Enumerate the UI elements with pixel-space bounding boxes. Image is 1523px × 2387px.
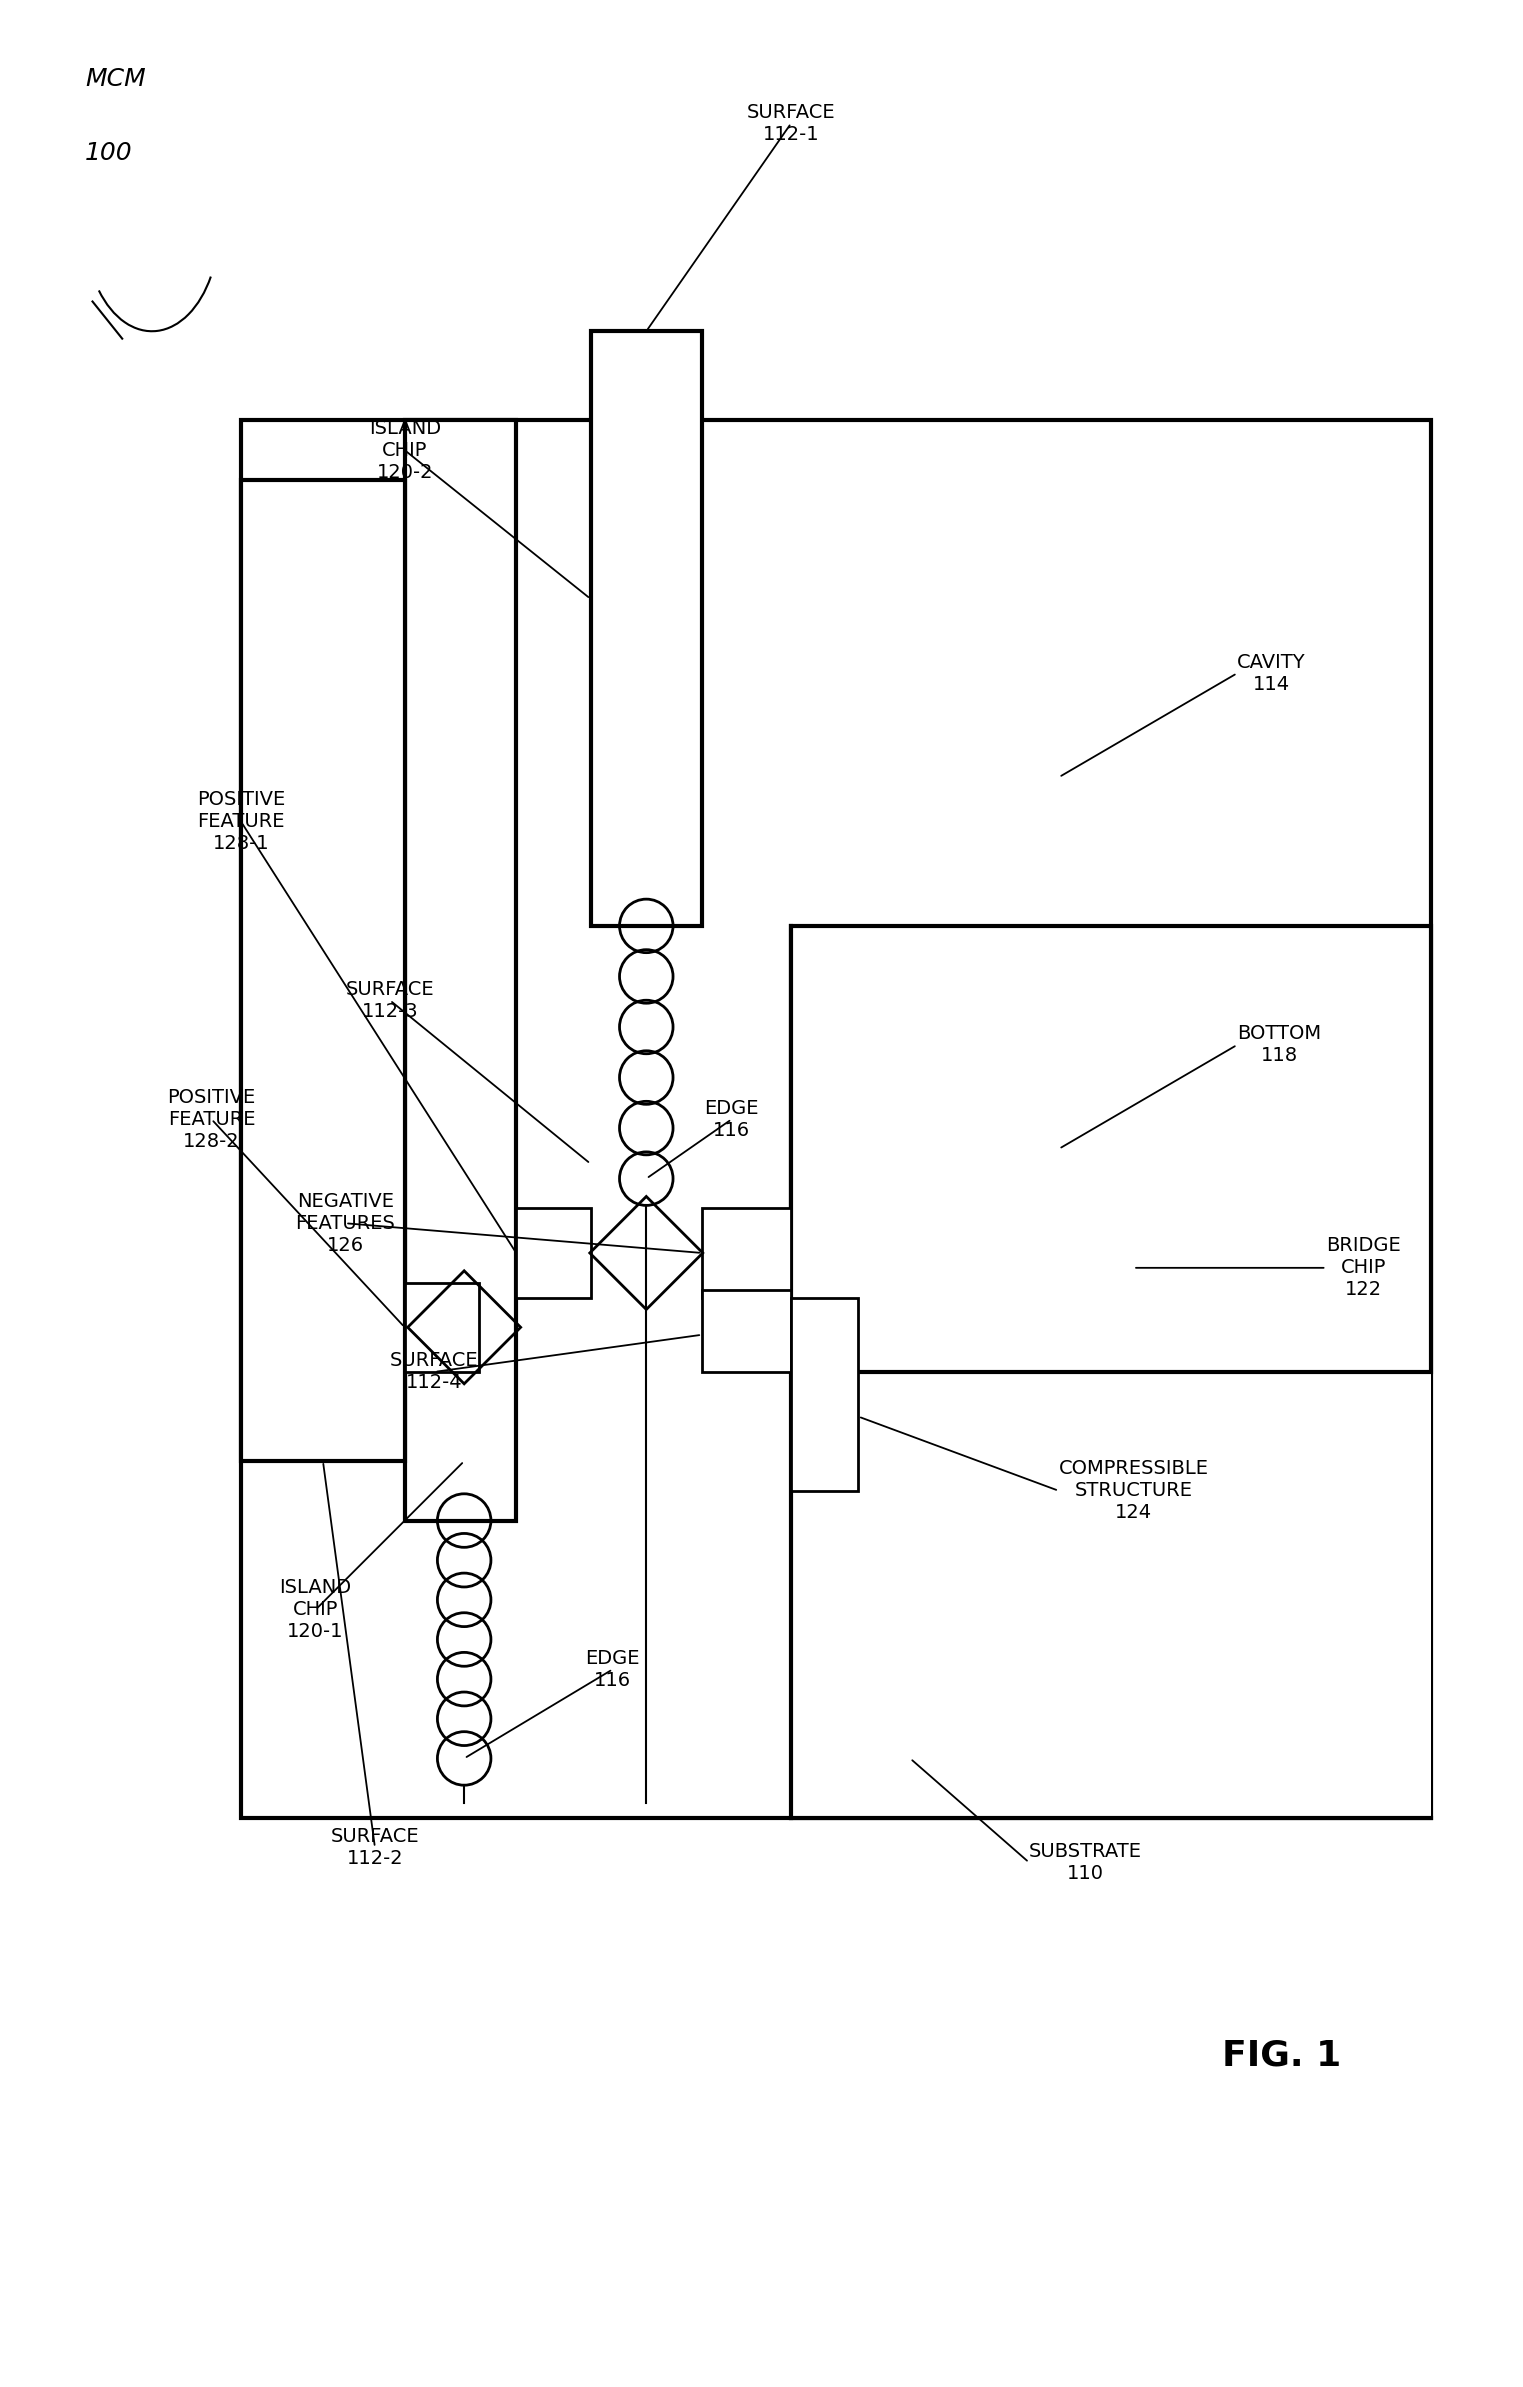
Text: EDGE
116: EDGE 116 xyxy=(585,1649,640,1690)
Text: COMPRESSIBLE
STRUCTURE
124: COMPRESSIBLE STRUCTURE 124 xyxy=(1058,1458,1209,1523)
Text: POSITIVE
FEATURE
128-2: POSITIVE FEATURE 128-2 xyxy=(168,1088,256,1151)
Bar xyxy=(792,926,1430,1373)
Bar xyxy=(792,926,1430,1819)
Text: ISLAND
CHIP
120-1: ISLAND CHIP 120-1 xyxy=(279,1578,352,1642)
Bar xyxy=(516,1208,591,1299)
Text: SURFACE
112-4: SURFACE 112-4 xyxy=(390,1351,478,1392)
Text: BRIDGE
CHIP
122: BRIDGE CHIP 122 xyxy=(1327,1236,1401,1299)
Text: BOTTOM
118: BOTTOM 118 xyxy=(1237,1024,1322,1065)
Text: SURFACE
112-1: SURFACE 112-1 xyxy=(746,103,836,143)
Text: FIG. 1: FIG. 1 xyxy=(1223,2038,1342,2072)
Text: SURFACE
112-3: SURFACE 112-3 xyxy=(346,979,434,1022)
Text: EDGE
116: EDGE 116 xyxy=(705,1098,758,1139)
Bar xyxy=(792,1299,857,1492)
Bar xyxy=(702,1289,792,1373)
Text: MCM: MCM xyxy=(85,67,146,91)
Text: POSITIVE
FEATURE
128-1: POSITIVE FEATURE 128-1 xyxy=(196,790,285,852)
Bar xyxy=(405,1282,480,1373)
Text: SUBSTRATE
110: SUBSTRATE 110 xyxy=(1030,1843,1142,1883)
Text: NEGATIVE
FEATURES
126: NEGATIVE FEATURES 126 xyxy=(295,1191,394,1256)
Text: CAVITY
114: CAVITY 114 xyxy=(1237,652,1305,695)
Bar xyxy=(702,1208,792,1299)
Text: ISLAND
CHIP
120-2: ISLAND CHIP 120-2 xyxy=(369,418,440,482)
Bar xyxy=(405,420,516,1521)
Bar xyxy=(241,480,405,1461)
Bar xyxy=(241,420,1430,1819)
Bar xyxy=(591,332,702,926)
Text: 100: 100 xyxy=(85,141,133,165)
Text: SURFACE
112-2: SURFACE 112-2 xyxy=(330,1826,419,1869)
